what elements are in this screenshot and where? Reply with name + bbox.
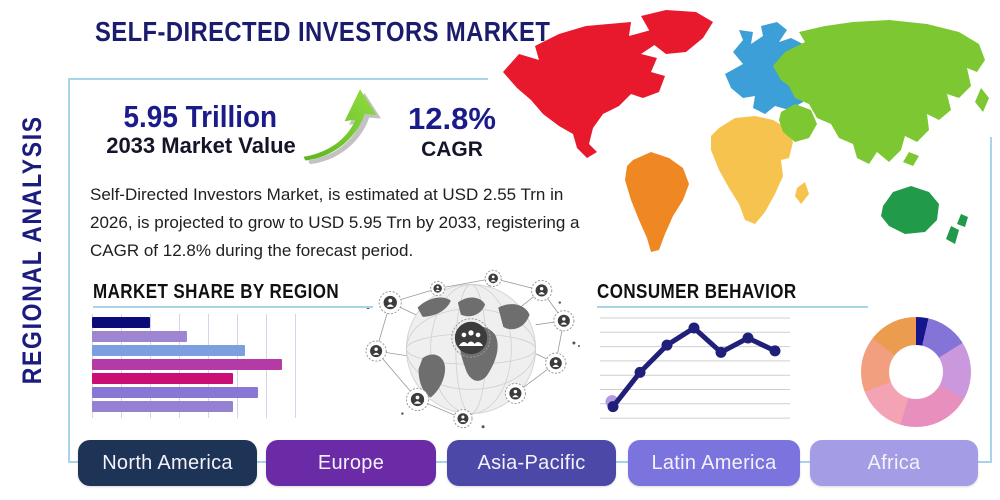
network-center-node xyxy=(451,318,491,358)
region-button-north-america[interactable]: North America xyxy=(78,440,257,486)
region-button-europe[interactable]: Europe xyxy=(266,440,436,486)
donut-hole xyxy=(889,345,943,399)
frame-border-right xyxy=(990,137,992,463)
region-button-asia-pacific[interactable]: Asia-Pacific xyxy=(447,440,616,486)
line-chart-title-text: CONSUMER BEHAVIOR xyxy=(597,281,797,303)
map-continent-asia xyxy=(773,20,985,164)
stat-market-value: 5.95 Trillion xyxy=(105,99,295,135)
globe-network-graphic xyxy=(365,269,580,429)
line-chart-title-underline xyxy=(597,306,868,308)
stat-cagr-value: 12.8% xyxy=(408,101,496,136)
network-people-nodes xyxy=(365,269,575,429)
bar-chart-title-underline xyxy=(93,306,373,308)
page-title-text: SELF-DIRECTED INVESTORS MARKET xyxy=(95,16,551,47)
region-button-latin-america[interactable]: Latin America xyxy=(628,440,800,486)
bar-chart-section-title: MARKET SHARE BY REGION xyxy=(93,281,383,304)
side-label-regional-analysis: REGIONAL ANALYSIS xyxy=(17,85,57,415)
map-continent-north-america xyxy=(503,22,665,158)
page-title: SELF-DIRECTED INVESTORS MARKET xyxy=(95,16,631,48)
map-continent-australia xyxy=(881,186,939,234)
bar-series-3 xyxy=(92,345,246,356)
line-chart-section-title: CONSUMER BEHAVIOR xyxy=(597,281,832,304)
bar-chart xyxy=(92,317,392,415)
line-chart xyxy=(600,317,790,419)
region-button-africa[interactable]: Africa xyxy=(810,440,978,486)
donut-chart xyxy=(861,317,971,427)
bar-chart-title-text: MARKET SHARE BY REGION xyxy=(93,281,340,303)
side-label-text: REGIONAL ANALYSIS xyxy=(17,115,47,385)
map-new-zealand-south xyxy=(946,226,959,244)
bar-series-4 xyxy=(92,359,283,370)
map-new-zealand-north xyxy=(957,214,968,227)
world-map xyxy=(503,10,989,252)
map-continent-africa xyxy=(711,116,793,224)
map-continent-south-america xyxy=(625,152,689,252)
bar-series-6 xyxy=(92,387,258,398)
stat-market-value-label: 2033 Market Value xyxy=(106,133,296,158)
frame-border-left xyxy=(68,78,70,463)
stat-cagr-label: CAGR xyxy=(421,138,483,161)
bar-series-7 xyxy=(92,401,233,412)
bar-series-1 xyxy=(92,317,150,328)
market-description: Self-Directed Investors Market, is estim… xyxy=(90,185,580,260)
bar-series-2 xyxy=(92,331,188,342)
bar-series-5 xyxy=(92,373,233,384)
map-middle-east xyxy=(779,104,817,142)
map-madagascar xyxy=(795,182,809,204)
frame-border-top xyxy=(68,78,488,80)
growth-arrow-icon xyxy=(303,89,381,164)
map-japan xyxy=(975,88,989,112)
map-greenland xyxy=(641,10,713,54)
stat-market-value-text: 5.95 Trillion xyxy=(123,99,277,134)
map-indonesia xyxy=(903,152,919,166)
